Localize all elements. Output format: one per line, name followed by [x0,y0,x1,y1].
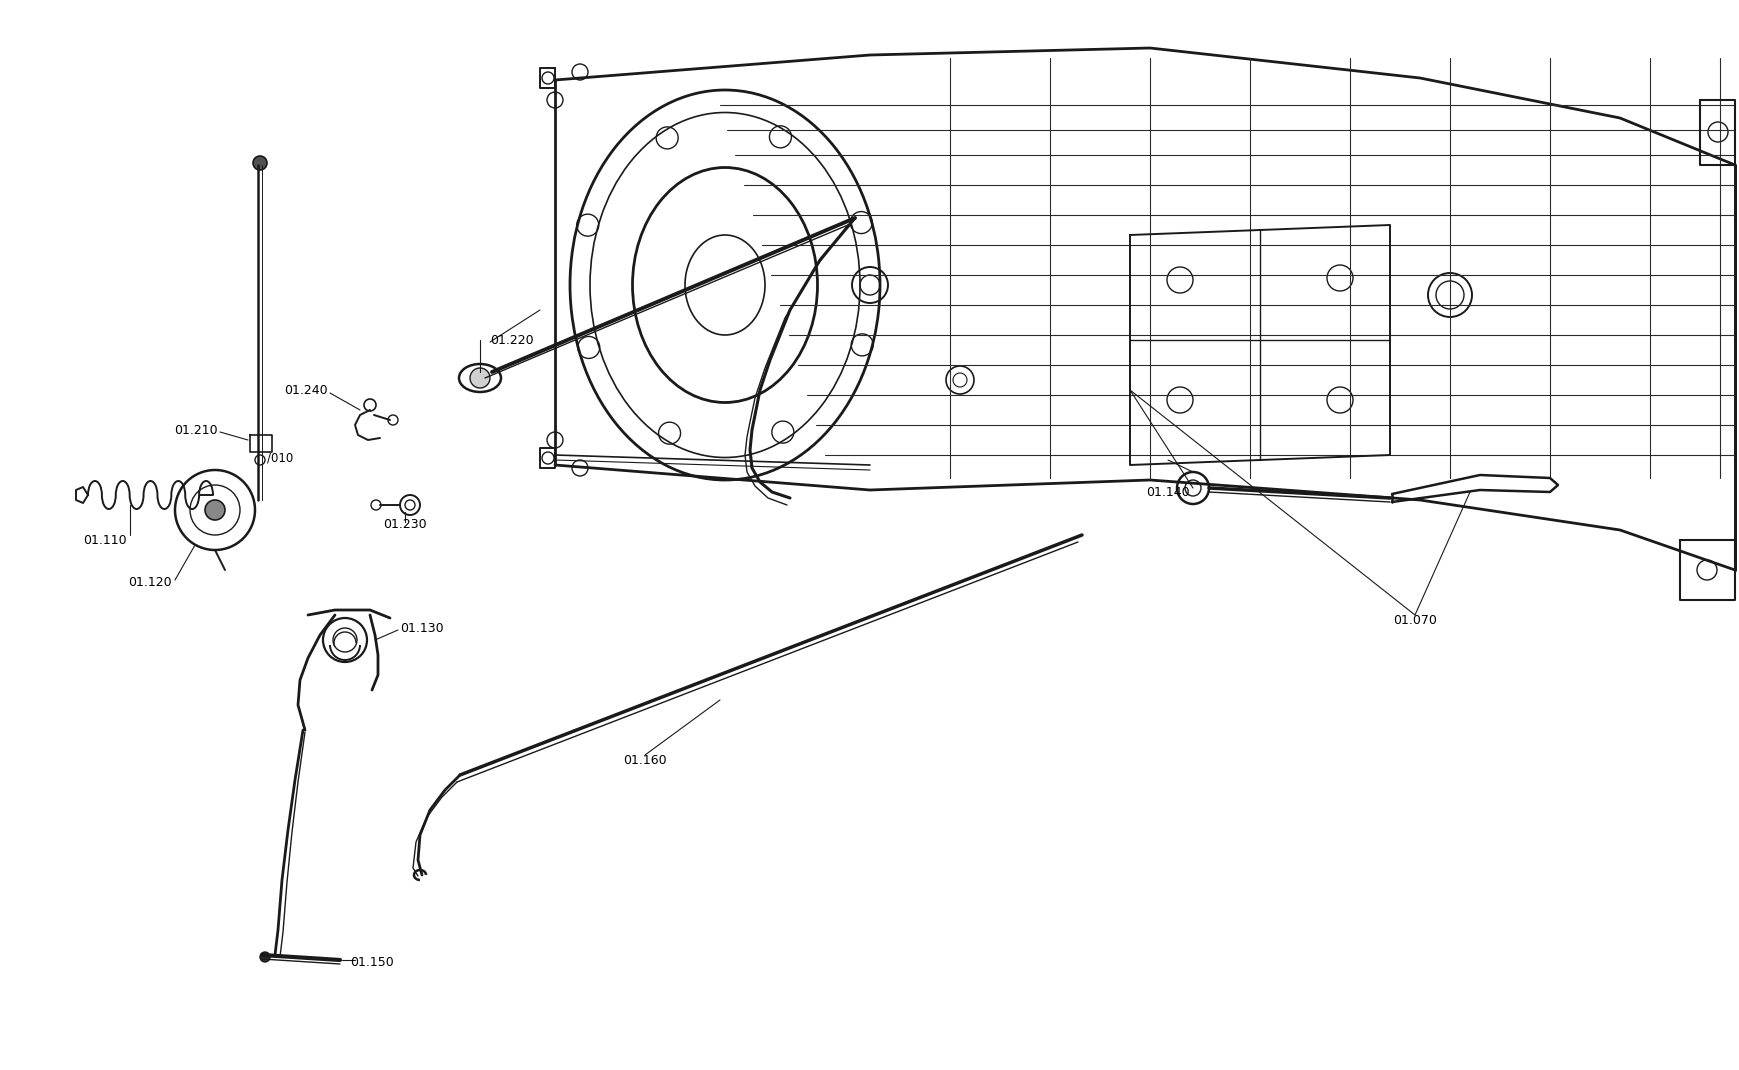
Text: 01.140: 01.140 [1146,486,1189,499]
Circle shape [205,500,224,520]
Text: 01.230: 01.230 [383,519,426,532]
Text: 01.240: 01.240 [283,383,329,397]
Circle shape [259,952,270,962]
Text: 01.070: 01.070 [1393,613,1436,627]
Text: 01.220: 01.220 [490,334,534,347]
Text: 01.130: 01.130 [400,622,443,635]
Text: 01.110: 01.110 [83,534,127,547]
Text: 01.210: 01.210 [174,424,217,437]
Text: 01.160: 01.160 [623,753,666,766]
Text: /010: /010 [266,452,294,464]
Circle shape [252,156,266,170]
Text: 01.150: 01.150 [350,956,393,968]
Circle shape [470,368,490,388]
Text: 01.120: 01.120 [129,577,172,590]
